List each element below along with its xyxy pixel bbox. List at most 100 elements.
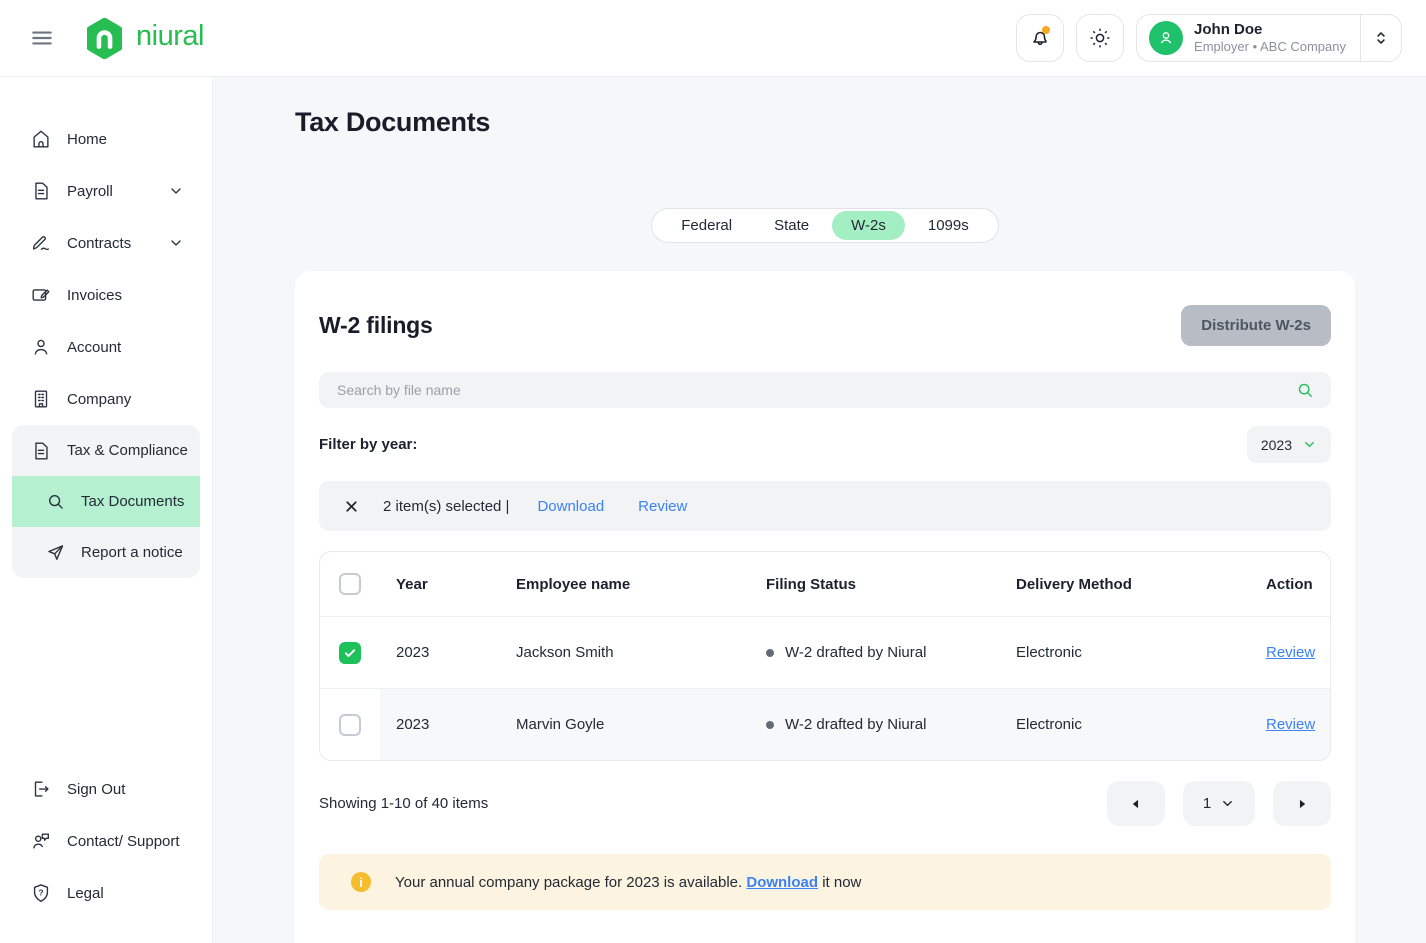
clear-selection-button[interactable]	[339, 494, 363, 518]
page-title: Tax Documents	[295, 107, 491, 137]
banner-text: Your annual company package for 2023 is …	[395, 874, 861, 891]
sidebar-item-label: Legal	[67, 884, 104, 902]
pagination: Showing 1-10 of 40 items 1	[319, 781, 1331, 826]
select-all-checkbox[interactable]	[339, 573, 361, 595]
row-checkbox[interactable]	[339, 641, 361, 664]
chevron-down-icon	[1302, 437, 1317, 452]
hamburger-menu-button[interactable]	[28, 24, 56, 52]
cell-employee-name: Marvin Goyle	[500, 689, 750, 760]
sidebar-item-sign-out[interactable]: Sign Out	[12, 763, 200, 815]
column-header-year: Year	[396, 575, 428, 593]
cell-delivery-method: Electronic	[1016, 644, 1082, 661]
sidebar-item-label: Contracts	[67, 234, 132, 252]
cell-filing-status: W-2 drafted by Niural	[750, 617, 1000, 688]
selection-bar: 2 item(s) selected | Download Review	[319, 481, 1331, 531]
sidebar-item-label: Home	[67, 130, 108, 148]
sidebar-item-home[interactable]: Home	[12, 113, 200, 165]
sidebar-item-label: Tax Documents	[81, 493, 185, 510]
cell-delivery-method: Electronic	[1000, 689, 1250, 760]
w2-filings-table: Year Employee name Filing Status Deliver…	[319, 551, 1331, 761]
status-dot	[766, 648, 774, 657]
status-text: W-2 drafted by Niural	[785, 644, 927, 661]
chevron-down-icon[interactable]	[168, 183, 184, 199]
theme-toggle-button[interactable]	[1076, 14, 1125, 62]
filter-by-year-label: Filter by year:	[319, 436, 418, 453]
distribute-w2s-button[interactable]: Distribute W-2s	[1181, 305, 1331, 346]
notification-badge	[1042, 26, 1051, 34]
notifications-button[interactable]	[1016, 14, 1065, 62]
unfold-chevrons-icon[interactable]	[1361, 28, 1401, 48]
bell-icon	[1028, 26, 1052, 50]
hamburger-icon	[29, 25, 55, 51]
niural-logo-icon	[84, 17, 125, 59]
chevron-down-icon[interactable]	[168, 235, 184, 251]
page-number-dropdown[interactable]: 1	[1183, 781, 1255, 826]
status-text: W-2 drafted by Niural	[785, 716, 927, 733]
table-header-row: Year Employee name Filing Status Deliver…	[320, 552, 1330, 616]
review-row-link[interactable]: Review	[1266, 644, 1316, 661]
sidebar-item-invoices[interactable]: Invoices	[12, 269, 200, 321]
tab-1099s[interactable]: 1099s	[927, 217, 969, 234]
sidebar-item-label: Payroll	[67, 182, 113, 200]
year-filter-dropdown[interactable]: 2023	[1246, 426, 1331, 463]
top-bar-left: niural	[28, 17, 204, 59]
tab-w2s[interactable]: W-2s	[832, 211, 905, 240]
pen-signature-icon	[30, 232, 52, 254]
arrow-left-icon	[1129, 797, 1143, 811]
sidebar-item-label: Invoices	[67, 286, 123, 304]
user-role-company: Employer • ABC Company	[1194, 39, 1346, 55]
search-input[interactable]	[319, 372, 1331, 408]
info-icon: i	[351, 872, 371, 892]
profile-divider	[1360, 14, 1361, 62]
column-header-filing-status: Filing Status	[766, 575, 856, 593]
sidebar-item-account[interactable]: Account	[12, 321, 200, 373]
year-filter-value: 2023	[1260, 436, 1292, 453]
sidebar-item-label: Report a notice	[81, 544, 183, 561]
user-profile-menu[interactable]: John Doe Employer • ABC Company	[1136, 14, 1402, 62]
tab-state[interactable]: State	[774, 217, 810, 234]
download-package-link[interactable]: Download	[746, 873, 819, 891]
main-content: Tax Documents Federal State W-2s 1099s W…	[213, 77, 1426, 943]
sidebar-item-payroll[interactable]: Payroll	[12, 165, 200, 217]
user-name: John Doe	[1194, 20, 1263, 38]
document-type-tabs: Federal State W-2s 1099s	[651, 208, 999, 243]
brand-logo[interactable]: niural	[84, 17, 204, 59]
building-icon	[30, 388, 52, 410]
filter-row: Filter by year: 2023	[319, 426, 1331, 463]
sidebar-item-legal[interactable]: ? Legal	[12, 867, 200, 919]
send-icon	[44, 542, 66, 564]
top-bar-right: John Doe Employer • ABC Company	[1016, 14, 1402, 62]
tabs-wrap: Federal State W-2s 1099s	[295, 208, 1355, 243]
sidebar-item-contact-support[interactable]: Contact/ Support	[12, 815, 200, 867]
shield-question-icon: ?	[30, 882, 52, 904]
tab-federal[interactable]: Federal	[681, 217, 733, 234]
search-icon[interactable]	[1295, 380, 1315, 400]
sidebar-item-contracts[interactable]: Contracts	[12, 217, 200, 269]
next-page-button[interactable]	[1273, 781, 1331, 826]
download-selected-link[interactable]: Download	[537, 497, 605, 515]
document-icon	[30, 180, 52, 202]
cell-year: 2023	[396, 644, 430, 661]
sidebar-item-tax-documents[interactable]: Tax Documents	[12, 476, 200, 527]
sidebar-item-label: Account	[67, 338, 122, 356]
sidebar-item-report-a-notice[interactable]: Report a notice	[12, 527, 200, 578]
pagination-summary: Showing 1-10 of 40 items	[319, 795, 489, 812]
sidebar-item-company[interactable]: Company	[12, 373, 200, 425]
svg-text:?: ?	[38, 888, 43, 897]
cell-year: 2023	[380, 689, 500, 760]
sidebar-item-tax-compliance[interactable]: Tax & Compliance	[12, 425, 200, 476]
review-row-link[interactable]: Review	[1266, 716, 1316, 733]
previous-page-button[interactable]	[1107, 781, 1165, 826]
sun-icon	[1088, 26, 1112, 50]
banner-text-before: Your annual company package for 2023 is …	[395, 873, 747, 891]
table-row: 2023 Marvin Goyle W-2 drafted by Niural …	[320, 688, 1330, 760]
sidebar-item-label: Tax & Compliance	[67, 442, 188, 459]
home-icon	[30, 128, 52, 150]
row-checkbox[interactable]	[339, 713, 361, 736]
review-selected-link[interactable]: Review	[638, 497, 688, 515]
table-row: 2023 Jackson Smith W-2 drafted by Niural…	[320, 616, 1330, 688]
card-title: W-2 filings	[319, 312, 433, 338]
sidebar-spacer	[12, 578, 200, 763]
column-header-employee-name: Employee name	[516, 575, 631, 593]
